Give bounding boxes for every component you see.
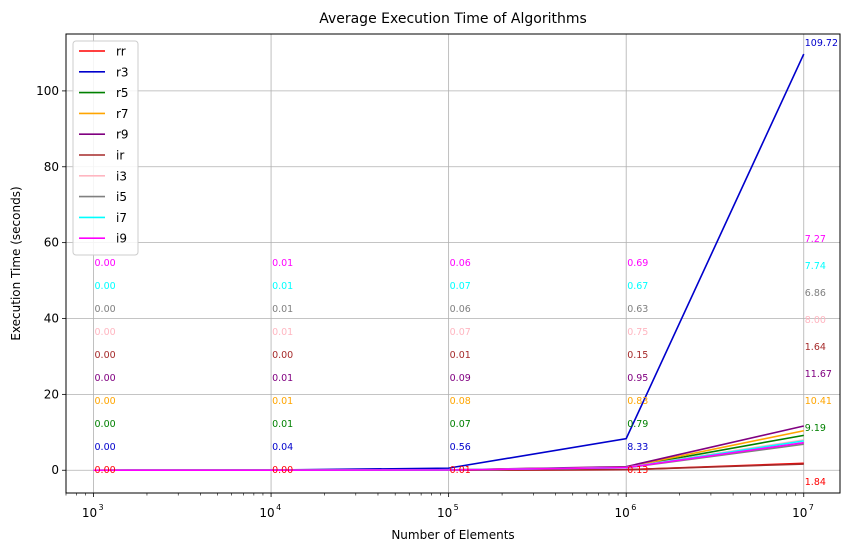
data-label-r3: 0.56 [450,442,471,453]
data-label-r7: 0.08 [450,396,471,407]
data-label-i5: 0.00 [95,304,116,315]
legend-label-ir: ir [116,149,124,163]
data-label-r5: 0.00 [95,419,116,430]
legend-box [72,40,139,256]
data-label-r9: 0.95 [627,373,648,384]
data-label-i7: 0.07 [450,281,471,292]
data-label-i3: 0.75 [627,327,648,338]
data-label-i9: 0.06 [450,258,471,269]
data-label-r9: 0.00 [95,373,116,384]
data-label-r9: 0.09 [450,373,471,384]
legend-label-r9: r9 [116,128,129,142]
data-label-rr: 1.84 [805,477,826,488]
data-label-i9: 7.27 [805,234,826,245]
data-label-r5: 0.01 [272,419,293,430]
data-label-ir: 0.15 [627,350,648,361]
grid [66,34,840,493]
chart-title: Average Execution Time of Algorithms [319,11,587,27]
x-tick-exponent: 5 [454,503,459,512]
x-axis-label: Number of Elements [391,528,514,542]
y-axis-label: Execution Time (seconds) [9,186,23,340]
legend-label-rr: rr [116,45,126,59]
data-label-r9: 0.01 [272,373,293,384]
data-label-i5: 0.01 [272,304,293,315]
series-line-i9 [93,441,804,472]
y-tick-label: 40 [44,312,59,326]
data-label-r5: 0.07 [450,419,471,430]
data-label-i3: 0.00 [95,327,116,338]
data-label-ir: 0.00 [272,350,293,361]
data-label-rr: 0.00 [272,465,293,476]
x-tick-label: 10 [82,506,97,520]
data-label-i3: 0.01 [272,327,293,338]
data-label-r3: 109.72 [805,38,838,49]
data-label-r3: 0.00 [95,442,116,453]
series-lines [93,53,805,472]
data-label-ir: 0.01 [450,350,471,361]
legend-label-r5: r5 [116,86,129,100]
data-label-ir: 0.00 [95,350,116,361]
y-tick-label: 0 [51,463,59,477]
data-label-i5: 0.06 [450,304,471,315]
data-label-i9: 0.69 [627,258,648,269]
x-tick-label: 10 [437,506,452,520]
plot-frame [65,33,841,494]
legend-label-r3: r3 [116,65,129,79]
legend: rr r3 r5 r7 r9 ir i3 i5 i7 i9 [72,40,139,256]
y-tick-label: 80 [44,160,59,174]
data-label-i7: 7.74 [805,261,826,272]
x-tick-label: 10 [259,506,274,520]
data-label-rr: 0.13 [627,465,648,476]
data-label-r5: 0.79 [627,419,648,430]
data-label-i3: 8.00 [805,315,826,326]
y-tick-label: 20 [44,387,59,401]
data-label-i7: 0.01 [272,281,293,292]
data-label-i7: 0.67 [627,281,648,292]
data-label-i3: 0.07 [450,327,471,338]
y-tick-label: 100 [36,84,59,98]
data-labels: 0.00 0.00 0.00 0.00 0.00 0.00 0.00 0.00 0.00 0.00… [95,38,839,488]
legend-label-i5: i5 [116,190,127,204]
x-tick-exponent: 6 [631,503,636,512]
data-label-r5: 9.19 [805,423,826,434]
y-tick-label: 60 [44,236,59,250]
legend-label-i7: i7 [116,211,127,225]
data-label-i9: 0.01 [272,258,293,269]
data-label-ir: 1.64 [805,342,826,353]
x-tick-exponent: 3 [99,503,104,512]
data-label-rr: 0.01 [450,465,471,476]
data-label-rr: 0.00 [95,465,116,476]
data-label-r7: 0.00 [95,396,116,407]
data-label-i5: 0.63 [627,304,648,315]
data-label-i7: 0.00 [95,281,116,292]
data-label-r7: 0.83 [627,396,648,407]
x-tick-exponent: 7 [809,503,814,512]
x-tick-label: 10 [615,506,630,520]
data-label-i9: 0.00 [95,258,116,269]
legend-label-r7: r7 [116,107,129,121]
x-tick-label: 10 [792,506,807,520]
legend-label-i3: i3 [116,169,127,183]
data-label-r3: 0.04 [272,442,293,453]
legend-label-i9: i9 [116,232,127,246]
data-label-r7: 10.41 [805,396,832,407]
data-label-r9: 11.67 [805,369,832,380]
data-label-r7: 0.01 [272,396,293,407]
data-label-r3: 8.33 [627,442,648,453]
data-label-i5: 6.86 [805,288,826,299]
x-tick-exponent: 4 [276,503,281,512]
